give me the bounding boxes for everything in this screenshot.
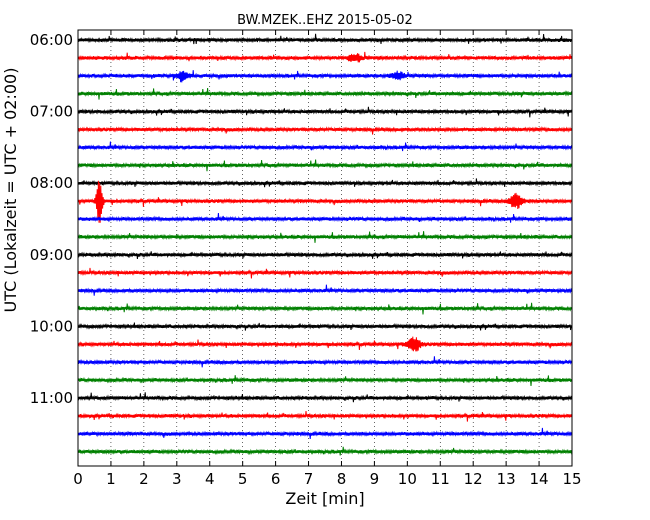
- y-tick-label: 10:00: [30, 317, 73, 335]
- trace-0730: [77, 141, 573, 152]
- x-tick-label: 5: [238, 470, 248, 488]
- plot-frame: [77, 29, 573, 467]
- x-axis: 0 1 2 3 4 5 6 7 8 9 10 11 12 13 14 15: [73, 30, 582, 488]
- trace-1100: [77, 392, 573, 403]
- x-tick-label: 6: [271, 470, 281, 488]
- trace-0800: [77, 178, 573, 188]
- trace-1030: [77, 356, 573, 368]
- trace-1115: [77, 411, 573, 422]
- x-tick-label: 12: [464, 470, 483, 488]
- trace-0645: [77, 87, 573, 100]
- x-tick-label: 1: [106, 470, 116, 488]
- x-tick-label: 11: [431, 470, 450, 488]
- x-axis-label: Zeit [min]: [285, 489, 364, 508]
- trace-0845: [77, 231, 573, 243]
- y-tick-label: 11:00: [30, 389, 73, 407]
- y-tick-label: 09:00: [30, 246, 73, 264]
- trace-group: [77, 33, 573, 456]
- x-tick-label: 9: [370, 470, 380, 488]
- trace-1000: [77, 322, 573, 331]
- x-tick-label: 8: [337, 470, 347, 488]
- trace-1015: [77, 336, 573, 352]
- y-tick-label: 07:00: [30, 103, 73, 121]
- x-tick-label: 14: [530, 470, 549, 488]
- y-axis-label: UTC (Lokalzeit = UTC + 02:00): [1, 68, 20, 313]
- x-tick-label: 15: [562, 470, 581, 488]
- trace-0930: [77, 284, 573, 296]
- trace-0830: [77, 213, 573, 223]
- trace-1130: [77, 427, 573, 439]
- grid-lines: [110, 30, 540, 466]
- trace-0915: [77, 267, 573, 279]
- trace-0745: [77, 159, 573, 172]
- x-tick-label: 7: [304, 470, 314, 488]
- y-tick-label: 08:00: [30, 174, 73, 192]
- trace-0700: [77, 106, 573, 118]
- trace-0715: [77, 126, 573, 135]
- trace-0630: [77, 70, 573, 83]
- x-tick-label: 10: [398, 470, 417, 488]
- x-tick-label: 4: [205, 470, 215, 488]
- chart-title: BW.MZEK..EHZ 2015-05-02: [237, 13, 413, 28]
- trace-0945: [77, 302, 573, 315]
- trace-0600: [77, 33, 573, 45]
- x-tick-label: 13: [497, 470, 516, 488]
- trace-1145: [77, 446, 573, 456]
- trace-0900: [77, 251, 573, 260]
- y-tick-label: 06:00: [30, 31, 73, 49]
- trace-1045: [77, 375, 573, 387]
- trace-0815: [77, 180, 573, 223]
- x-tick-label: 2: [139, 470, 149, 488]
- x-tick-label: 0: [73, 470, 83, 488]
- y-axis: 06:00 07:00 08:00 09:00 10:00 11:00: [30, 31, 572, 407]
- trace-0615: [77, 51, 573, 63]
- x-tick-label: 3: [172, 470, 182, 488]
